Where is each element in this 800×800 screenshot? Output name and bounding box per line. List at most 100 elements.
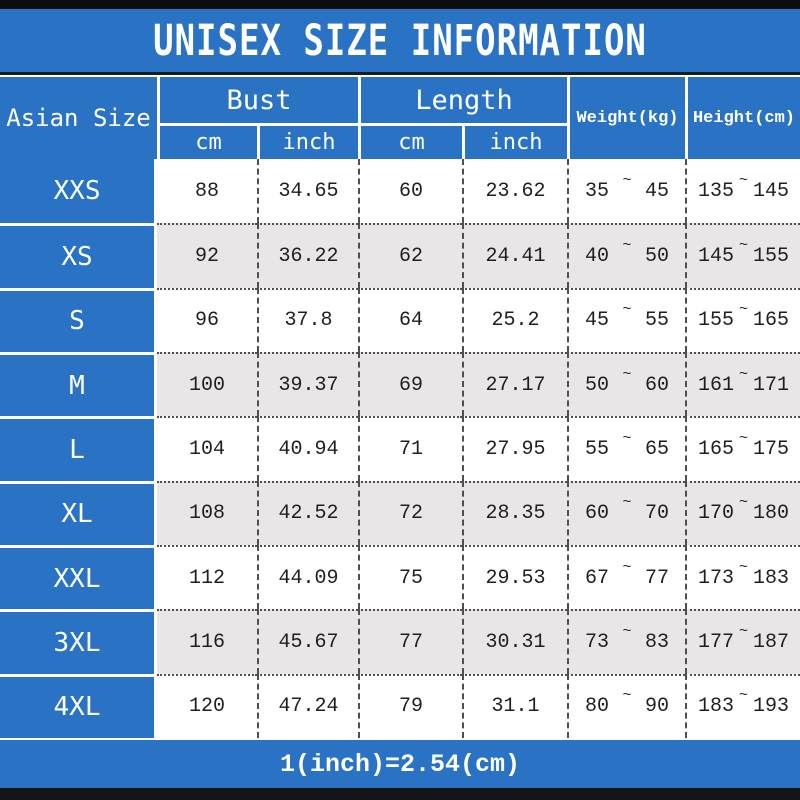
header-bust-inch: inch <box>257 123 358 159</box>
header-asian-size: Asian Size <box>6 104 151 132</box>
height-min: 155 <box>698 309 735 333</box>
table-row-l: L 104 40.94 71 27.95 55 ~ 65 165 ~ 175 <box>0 416 800 481</box>
bust-cm-value: 108 <box>157 480 257 545</box>
footer-band: 1(inch)=2.54(cm) <box>0 738 800 788</box>
height-range: 135 ~ 145 <box>685 159 800 224</box>
bust-cm-value: 104 <box>157 416 257 481</box>
height-max: 180 <box>752 502 789 526</box>
tilde: ~ <box>622 171 632 189</box>
bust-inch-value: 47.24 <box>257 673 358 738</box>
header-weight: Weight(kg) <box>567 77 685 159</box>
top-black-bar <box>0 0 800 9</box>
header-length-cm: cm <box>358 123 462 159</box>
size-label: M <box>0 351 157 417</box>
height-range: 177 ~ 187 <box>685 609 800 674</box>
weight-max: 70 <box>644 502 669 526</box>
length-inch-value: 27.95 <box>462 416 567 481</box>
page-title: UNISEX SIZE INFORMATION <box>153 15 647 66</box>
tilde: ~ <box>738 558 748 576</box>
height-range: 165 ~ 175 <box>685 416 800 481</box>
height-range: 155 ~ 165 <box>685 287 800 352</box>
height-min: 165 <box>698 437 735 461</box>
height-min: 161 <box>698 373 735 397</box>
length-inch-value: 31.1 <box>462 673 567 738</box>
tilde: ~ <box>622 429 632 447</box>
table-row-m: M 100 39.37 69 27.17 50 ~ 60 161 ~ 171 <box>0 351 800 417</box>
tilde: ~ <box>622 365 632 383</box>
size-label: XXS <box>0 159 157 224</box>
length-cm-value: 79 <box>358 673 462 738</box>
bust-inch-value: 37.8 <box>257 287 358 352</box>
weight-min: 67 <box>585 566 610 590</box>
weight-range: 45 ~ 55 <box>567 287 685 352</box>
tilde: ~ <box>622 622 632 640</box>
table-row-4xl: 4XL 120 47.24 79 31.1 80 ~ 90 183 ~ 193 <box>0 673 800 738</box>
weight-min: 60 <box>585 502 610 526</box>
bust-cm-value: 112 <box>157 544 257 610</box>
tilde: ~ <box>622 558 632 576</box>
bust-cm-value: 96 <box>157 287 257 352</box>
size-label: XXL <box>0 544 157 610</box>
size-label: 4XL <box>0 673 157 738</box>
length-cm-value: 62 <box>358 223 462 288</box>
conversion-note: 1(inch)=2.54(cm) <box>279 749 521 779</box>
height-max: 183 <box>752 566 789 590</box>
length-inch-value: 28.35 <box>462 480 567 545</box>
header-height: Height(cm) <box>685 77 800 159</box>
height-max: 187 <box>752 630 789 654</box>
weight-range: 40 ~ 50 <box>567 223 685 288</box>
bust-cm-value: 100 <box>157 351 257 417</box>
height-max: 175 <box>752 437 789 461</box>
height-range: 145 ~ 155 <box>685 223 800 288</box>
length-inch-value: 29.53 <box>462 544 567 610</box>
tilde: ~ <box>622 236 632 254</box>
length-inch-value: 30.31 <box>462 609 567 674</box>
tilde: ~ <box>738 236 748 254</box>
bust-inch-value: 39.37 <box>257 351 358 417</box>
tilde: ~ <box>738 171 748 189</box>
table-row-s: S 96 37.8 64 25.2 45 ~ 55 155 ~ 165 <box>0 287 800 352</box>
weight-min: 73 <box>585 630 610 654</box>
bust-cm-value: 88 <box>157 159 257 224</box>
height-min: 135 <box>698 179 735 203</box>
length-inch-value: 23.62 <box>462 159 567 224</box>
length-cm-value: 69 <box>358 351 462 417</box>
tilde: ~ <box>738 365 748 383</box>
header-length: Length <box>358 77 567 123</box>
divider <box>0 75 800 77</box>
length-inch-value: 24.41 <box>462 223 567 288</box>
weight-max: 55 <box>644 309 669 333</box>
height-max: 165 <box>752 309 789 333</box>
height-min: 145 <box>698 244 735 268</box>
bottom-black-bar <box>0 788 800 800</box>
bust-cm-value: 92 <box>157 223 257 288</box>
weight-min: 55 <box>585 437 610 461</box>
weight-max: 45 <box>644 179 669 203</box>
weight-max: 90 <box>644 695 669 719</box>
tilde: ~ <box>738 301 748 319</box>
bust-inch-value: 36.22 <box>257 223 358 288</box>
bust-inch-value: 34.65 <box>257 159 358 224</box>
table-row-xl: XL 108 42.52 72 28.35 60 ~ 70 170 ~ 180 <box>0 480 800 545</box>
table-row-xxs: XXS 88 34.65 60 23.62 35 ~ 45 135 ~ 145 <box>0 159 800 224</box>
length-cm-value: 72 <box>358 480 462 545</box>
weight-range: 35 ~ 45 <box>567 159 685 224</box>
bust-cm-value: 120 <box>157 673 257 738</box>
table-row-xs: XS 92 36.22 62 24.41 40 ~ 50 145 ~ 155 <box>0 223 800 288</box>
height-min: 183 <box>698 695 735 719</box>
weight-range: 50 ~ 60 <box>567 351 685 417</box>
bust-cm-value: 116 <box>157 609 257 674</box>
bust-inch-value: 40.94 <box>257 416 358 481</box>
height-range: 173 ~ 183 <box>685 544 800 610</box>
length-cm-value: 64 <box>358 287 462 352</box>
title-band: UNISEX SIZE INFORMATION <box>0 9 800 75</box>
weight-max: 77 <box>644 566 669 590</box>
weight-max: 83 <box>644 630 669 654</box>
weight-range: 60 ~ 70 <box>567 480 685 545</box>
table-row-xxl: XXL 112 44.09 75 29.53 67 ~ 77 173 ~ 183 <box>0 544 800 610</box>
weight-min: 35 <box>585 179 610 203</box>
weight-max: 60 <box>644 373 669 397</box>
weight-max: 50 <box>644 244 669 268</box>
length-cm-value: 75 <box>358 544 462 610</box>
